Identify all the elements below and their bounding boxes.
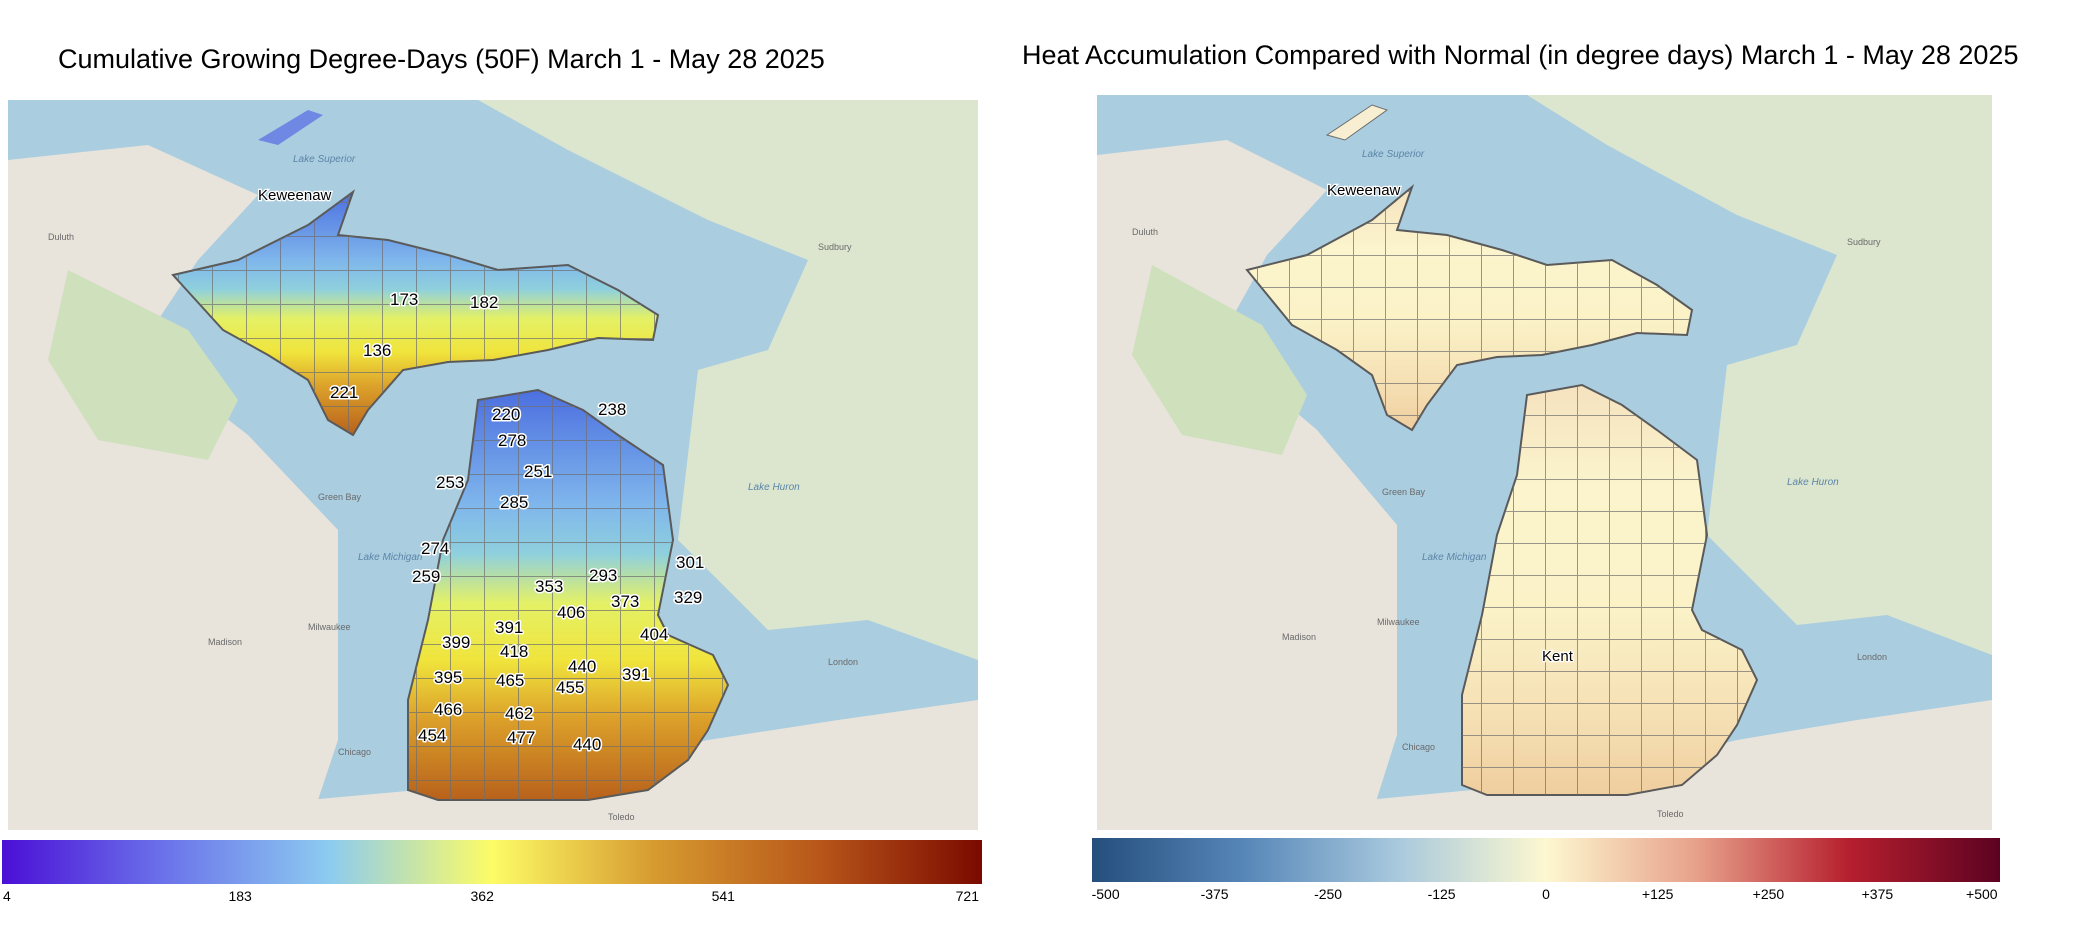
gdd-value-label: 418 (500, 642, 528, 661)
gdd-value-label: 285 (500, 493, 528, 512)
right-tick: +250 (1752, 886, 1785, 902)
keweenaw-label: Keweenaw (1327, 182, 1401, 199)
gdd-value-label: 455 (556, 678, 584, 697)
svg-text:Green Bay: Green Bay (1382, 487, 1426, 497)
svg-text:Lake Michigan: Lake Michigan (1422, 552, 1487, 563)
city-label: Duluth (48, 232, 74, 242)
gdd-value-label: 466 (434, 700, 462, 719)
right-tick: +125 (1641, 886, 1674, 902)
gdd-value-label: 251 (524, 462, 552, 481)
gdd-value-label: 404 (640, 625, 668, 644)
gdd-value-label: 373 (611, 592, 639, 611)
city-label: Chicago (338, 747, 371, 757)
svg-text:Lake Huron: Lake Huron (1787, 477, 1839, 488)
left-colorbar (2, 840, 982, 884)
city-label: Green Bay (318, 492, 362, 502)
gdd-value-label: 136 (363, 341, 391, 360)
gdd-value-label: 293 (589, 566, 617, 585)
right-tick: +375 (1861, 886, 1894, 902)
gdd-value-label: 329 (674, 588, 702, 607)
gdd-value-label: 238 (598, 400, 626, 419)
svg-text:Milwaukee: Milwaukee (1377, 617, 1420, 627)
svg-text:London: London (1857, 652, 1887, 662)
gdd-value-label: 353 (535, 577, 563, 596)
gdd-value-label: 440 (573, 735, 601, 754)
gdd-value-label: 391 (622, 665, 650, 684)
right-tick: -125 (1427, 886, 1456, 902)
right-colorbar-ticks: -500 -375 -250 -125 0 +125 +250 +375 +50… (1092, 886, 2000, 906)
keweenaw-label: Keweenaw (258, 187, 332, 204)
gdd-value-label: 406 (557, 603, 585, 622)
kent-label: Kent (1542, 648, 1574, 665)
gdd-value-labels: 173 182 136 221 220 238 278 251 253 285 274 259 301 2… (329, 289, 706, 756)
gdd-value-label: 301 (676, 553, 704, 572)
gdd-value-label: 220 (492, 405, 520, 424)
city-label: Madison (208, 637, 242, 647)
gdd-value-label: 454 (418, 726, 446, 745)
left-colorbar-ticks: 4 183 362 541 721 (2, 888, 982, 908)
right-map-title: Heat Accumulation Compared with Normal (… (1022, 40, 2019, 70)
svg-text:Lake Superior: Lake Superior (1362, 149, 1425, 160)
gdd-value-label: 477 (507, 728, 535, 747)
water-label-huron: Lake Huron (748, 482, 800, 493)
gdd-value-label: 274 (421, 539, 449, 558)
gdd-value-label: 278 (498, 431, 526, 450)
gdd-value-label: 253 (436, 473, 464, 492)
svg-text:Toledo: Toledo (1657, 809, 1684, 819)
city-label: London (828, 657, 858, 667)
svg-text:Madison: Madison (1282, 632, 1316, 642)
left-map[interactable]: Lake Superior Lake Michigan Lake Huron D… (8, 100, 978, 830)
city-label: Sudbury (818, 242, 852, 252)
right-map[interactable]: Lake Superior Lake Michigan Lake Huron D… (1097, 95, 1992, 830)
gdd-value-label: 462 (505, 704, 533, 723)
right-tick: +500 (1966, 886, 1998, 902)
city-label: Toledo (608, 812, 635, 822)
gdd-value-label: 440 (568, 657, 596, 676)
right-tick: -250 (1314, 886, 1343, 902)
water-label-superior: Lake Superior (293, 154, 356, 165)
left-map-title: Cumulative Growing Degree-Days (50F) Mar… (58, 44, 825, 74)
land-canada (478, 100, 978, 660)
right-tick: 0 (1542, 886, 1550, 902)
svg-text:Chicago: Chicago (1402, 742, 1435, 752)
gdd-value-label: 391 (495, 618, 523, 637)
gdd-value-label: 173 (390, 290, 418, 309)
gdd-value-label: 465 (496, 671, 524, 690)
gdd-value-label: 395 (434, 668, 462, 687)
left-tick: 721 (955, 888, 979, 904)
gdd-value-label: 221 (330, 383, 358, 402)
gdd-value-label: 259 (412, 567, 440, 586)
right-tick: -500 (1091, 886, 1120, 902)
water-label-michigan: Lake Michigan (358, 552, 423, 563)
right-tick: -375 (1200, 886, 1229, 902)
gdd-value-label: 182 (470, 293, 498, 312)
left-tick: 183 (228, 888, 252, 904)
svg-text:Sudbury: Sudbury (1847, 237, 1881, 247)
left-tick: 541 (711, 888, 735, 904)
left-map-canvas: Lake Superior Lake Michigan Lake Huron D… (8, 100, 978, 830)
left-tick: 4 (2, 888, 11, 904)
svg-text:Duluth: Duluth (1132, 227, 1158, 237)
right-map-canvas: Lake Superior Lake Michigan Lake Huron D… (1097, 95, 1992, 830)
gdd-value-label: 399 (442, 633, 470, 652)
left-tick: 362 (470, 888, 494, 904)
isle-royale (258, 110, 323, 145)
land-wisconsin-green (48, 270, 238, 460)
city-label: Milwaukee (308, 622, 351, 632)
right-colorbar (1092, 838, 2000, 882)
